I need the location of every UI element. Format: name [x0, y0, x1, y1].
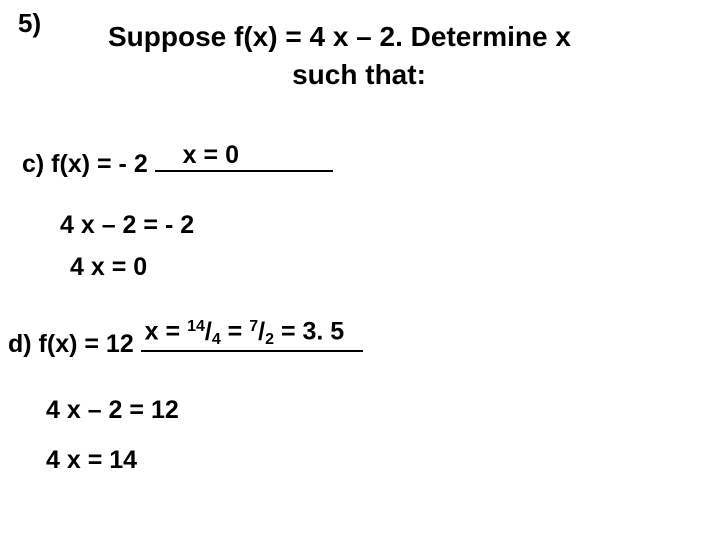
part-c-answer: x = 0 — [183, 141, 239, 170]
slide: 5) Suppose f(x) = 4 x – 2. Determine x s… — [0, 0, 720, 540]
part-d-work-line-2: 4 x = 14 — [46, 446, 137, 475]
part-d-prompt: d) f(x) = 12 x = 14/4 = 7/2 = 3. 5 — [8, 330, 363, 359]
part-d-work-line-1: 4 x – 2 = 12 — [46, 396, 179, 425]
answer-d-suffix: = 3. 5 — [274, 317, 344, 345]
question-title: Suppose f(x) = 4 x – 2. Determine x such… — [108, 18, 690, 94]
fraction-1-denominator: 4 — [212, 331, 221, 348]
question-number: 5) — [18, 8, 41, 39]
answer-d-mid: = — [221, 317, 250, 345]
title-line-1: Suppose f(x) = 4 x – 2. Determine x — [108, 18, 690, 56]
part-d-blank: x = 14/4 = 7/2 = 3. 5 — [141, 350, 363, 352]
part-c-prompt: c) f(x) = - 2 x = 0 — [22, 150, 333, 179]
part-d-label: d) f(x) = 12 — [8, 330, 141, 358]
title-line-2: such that: — [108, 56, 690, 94]
answer-d-prefix: x = — [145, 317, 187, 345]
fraction-2-numerator: 7 — [249, 318, 258, 335]
part-c-work-line-2: 4 x = 0 — [70, 253, 147, 282]
part-c-work-line-1: 4 x – 2 = - 2 — [60, 211, 194, 240]
fraction-1-slash: / — [205, 317, 212, 345]
fraction-1-numerator: 14 — [187, 318, 205, 335]
part-d-answer: x = 14/4 = 7/2 = 3. 5 — [145, 317, 345, 350]
part-c-label: c) f(x) = - 2 — [22, 150, 155, 178]
fraction-2-denominator: 2 — [265, 331, 274, 348]
part-c-blank: x = 0 — [155, 170, 333, 172]
